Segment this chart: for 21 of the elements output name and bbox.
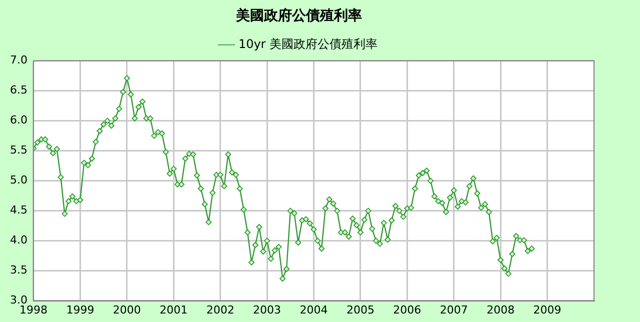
y-tick-label: 6.0 — [10, 114, 28, 127]
x-tick-label: 2006 — [393, 303, 422, 316]
y-tick-label: 3.5 — [10, 264, 28, 277]
y-tick-label: 4.0 — [10, 234, 28, 247]
x-tick-label: 2002 — [206, 303, 234, 316]
y-tick-label: 4.5 — [10, 204, 28, 217]
x-tick-label: 2000 — [112, 303, 141, 316]
legend-label: 10yr 美國政府公債殖利率 — [238, 36, 378, 51]
x-tick-label: 2007 — [440, 303, 468, 316]
y-tick-label: 5.5 — [10, 144, 28, 157]
y-tick-label: 7.0 — [10, 54, 28, 67]
chart-title: 美國政府公債殖利率 — [235, 7, 362, 24]
x-tick-label: 2005 — [346, 303, 374, 316]
x-tick-label: 2003 — [253, 303, 282, 316]
y-tick-label: 5.0 — [10, 174, 28, 187]
x-tick-label: 2008 — [486, 303, 515, 316]
x-tick-label: 2009 — [533, 303, 562, 316]
x-tick-label: 1999 — [66, 303, 94, 316]
x-tick-label: 2001 — [160, 303, 188, 316]
x-tick-label: 2004 — [300, 303, 328, 316]
y-tick-label: 6.5 — [10, 84, 28, 97]
